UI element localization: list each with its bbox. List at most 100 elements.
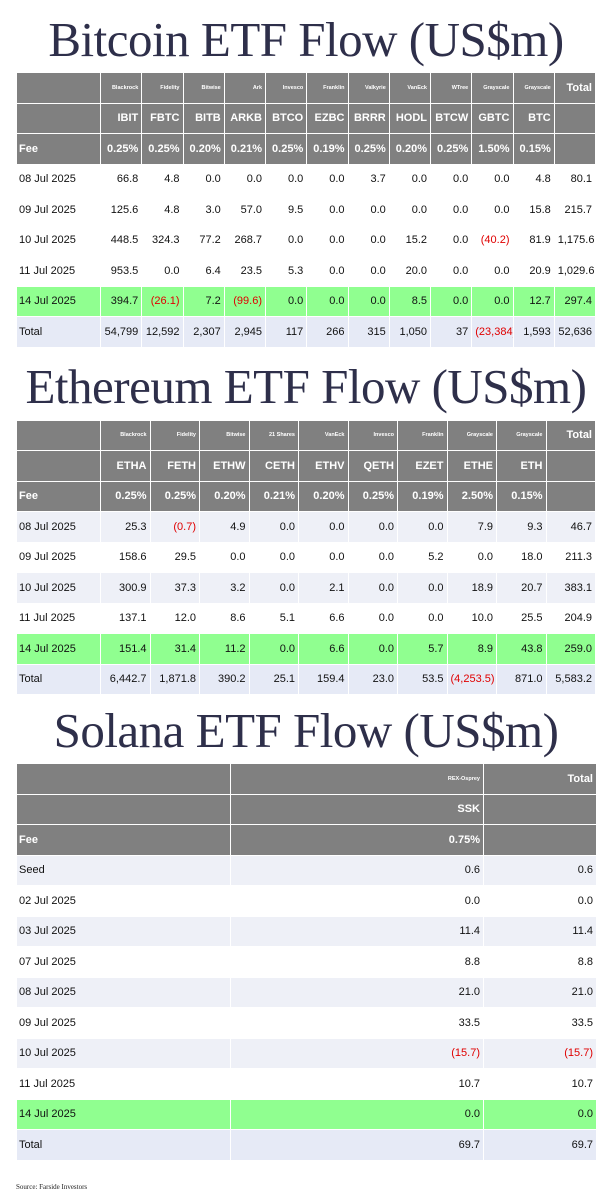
table-cell: Total bbox=[545, 419, 596, 451]
table-cell: 0.25% bbox=[99, 133, 143, 165]
table-cell: Bitwise bbox=[199, 419, 250, 451]
table-cell: 0.0 bbox=[347, 572, 398, 604]
header-row: ETHA FETH ETHW CETH ETHV QETH EZET ETHE ETH bbox=[16, 450, 596, 482]
table-cell: 11.4 bbox=[230, 915, 484, 947]
table-cell: 46.7 bbox=[545, 511, 596, 543]
table-cell: 12.7 bbox=[512, 285, 555, 317]
table-cell: 37.3 bbox=[149, 572, 200, 604]
table-cell: 25.5 bbox=[496, 602, 547, 634]
table-cell: 6,442.7 bbox=[100, 663, 151, 695]
table-cell: Grayscale bbox=[496, 419, 547, 451]
table-cell: 0.25% bbox=[141, 133, 184, 165]
table-cell: 57.0 bbox=[223, 194, 267, 226]
table-cell: 15.8 bbox=[512, 194, 555, 226]
table-cell: 0.0 bbox=[141, 255, 184, 287]
table-cell bbox=[553, 133, 597, 165]
table-cell: SSK bbox=[230, 793, 484, 825]
table-cell: (15.7) bbox=[230, 1037, 484, 1069]
table-cell: Grayscale bbox=[446, 419, 497, 451]
table-cell: Invesco bbox=[264, 72, 308, 104]
table-cell: Ark bbox=[223, 72, 267, 104]
table-cell: VanEck bbox=[298, 419, 349, 451]
data-row: 10 Jul 2025 448.5 324.3 77.2 268.7 0.0 0.0 0.0 1… bbox=[16, 224, 597, 256]
table-cell: 0.6 bbox=[483, 854, 597, 886]
table-cell: 1,175.6 bbox=[553, 224, 597, 256]
table-cell: 0.25% bbox=[429, 133, 473, 165]
data-row: 07 Jul 2025 8.8 8.8 bbox=[16, 946, 597, 978]
data-row: 10 Jul 2025 300.9 37.3 3.2 0.0 2.1 0.0 0.0 18.9 2… bbox=[16, 572, 596, 604]
data-row: 09 Jul 2025 33.5 33.5 bbox=[16, 1007, 597, 1039]
table-cell: 0.0 bbox=[347, 255, 390, 287]
table-cell: 0.0 bbox=[471, 163, 514, 195]
table-cell: 20.7 bbox=[496, 572, 547, 604]
table-cell: BTCO bbox=[264, 102, 308, 134]
table-cell: 0.0 bbox=[429, 163, 473, 195]
table-cell: 4.8 bbox=[141, 194, 184, 226]
table-cell: 0.0 bbox=[388, 194, 432, 226]
table-cell: 5.1 bbox=[248, 602, 299, 634]
table-cell: Total bbox=[16, 663, 101, 695]
table-cell: 21.0 bbox=[483, 976, 597, 1008]
table-cell: 0.0 bbox=[347, 511, 398, 543]
table-cell: 18.0 bbox=[496, 541, 547, 573]
table-cell: BTC bbox=[512, 102, 555, 134]
table-cell: 204.9 bbox=[545, 602, 596, 634]
header-row: REX-Osprey Total bbox=[16, 763, 597, 795]
table-cell: 0.0 bbox=[182, 163, 225, 195]
data-row: 11 Jul 2025 10.7 10.7 bbox=[16, 1068, 597, 1100]
table-cell: ETH bbox=[496, 450, 547, 482]
table-cell: 80.1 bbox=[553, 163, 597, 195]
table-cell: IBIT bbox=[99, 102, 143, 134]
table-cell: 0.0 bbox=[230, 885, 484, 917]
table-cell bbox=[483, 793, 597, 825]
table-cell: 21.0 bbox=[230, 976, 484, 1008]
source-note: Source: Farside Investors bbox=[16, 1183, 88, 1191]
table-cell: 8.6 bbox=[199, 602, 250, 634]
table-cell: 8.8 bbox=[230, 946, 484, 978]
table-cell: FBTC bbox=[141, 102, 184, 134]
data-row: 14 Jul 2025 151.4 31.4 11.2 0.0 6.6 0.0 5.7 8.9 4… bbox=[16, 633, 596, 665]
table-cell: 324.3 bbox=[141, 224, 184, 256]
table-cell: 0.0 bbox=[298, 541, 349, 573]
table-cell: 0.0 bbox=[264, 285, 308, 317]
table-cell: 394.7 bbox=[99, 285, 143, 317]
table-cell: 315 bbox=[347, 316, 390, 348]
table-cell: 0.0 bbox=[397, 602, 448, 634]
table-cell: 8.8 bbox=[483, 946, 597, 978]
table-cell: 0.6 bbox=[230, 854, 484, 886]
table-cell: 0.0 bbox=[248, 572, 299, 604]
table-cell: 1,593 bbox=[512, 316, 555, 348]
table-cell: 0.0 bbox=[483, 885, 597, 917]
table-cell: 0.75% bbox=[230, 824, 484, 856]
table-cell: 0.0 bbox=[347, 602, 398, 634]
table-cell: 43.8 bbox=[496, 633, 547, 665]
table-cell: 8.9 bbox=[446, 633, 497, 665]
table-cell: 0.0 bbox=[347, 224, 390, 256]
total-row: Total 6,442.7 1,871.8 390.2 25.1 159.4 23.0 53.… bbox=[16, 663, 596, 695]
table-cell: 25.3 bbox=[100, 511, 151, 543]
table-cell: 14 Jul 2025 bbox=[16, 633, 101, 665]
table-cell: 0.19% bbox=[306, 133, 349, 165]
table-cell: 211.3 bbox=[545, 541, 596, 573]
header-row: IBIT FBTC BITB ARKB BTCO EZBC BRRR HODL BTCW GBTC… bbox=[16, 102, 597, 134]
table-cell: 117 bbox=[264, 316, 308, 348]
table-cell: QETH bbox=[347, 450, 398, 482]
table-cell: 3.0 bbox=[182, 194, 225, 226]
table-cell: 0.0 bbox=[230, 1098, 484, 1130]
table-cell: (99.6) bbox=[223, 285, 267, 317]
table-cell: GBTC bbox=[471, 102, 514, 134]
table-cell bbox=[483, 824, 597, 856]
table-cell: 09 Jul 2025 bbox=[16, 541, 101, 573]
data-row: 02 Jul 2025 0.0 0.0 bbox=[16, 885, 597, 917]
table-cell: Total bbox=[483, 763, 597, 795]
table-cell: 297.4 bbox=[553, 285, 597, 317]
table-cell: 0.0 bbox=[306, 224, 349, 256]
table-cell: 10 Jul 2025 bbox=[16, 572, 101, 604]
table-cell: 0.0 bbox=[298, 511, 349, 543]
table-cell: Fidelity bbox=[149, 419, 200, 451]
table-cell: 0.25% bbox=[100, 480, 151, 512]
table-cell: 10 Jul 2025 bbox=[16, 224, 101, 256]
table-cell: 1,029.6 bbox=[553, 255, 597, 287]
table-cell: 1.50% bbox=[471, 133, 514, 165]
